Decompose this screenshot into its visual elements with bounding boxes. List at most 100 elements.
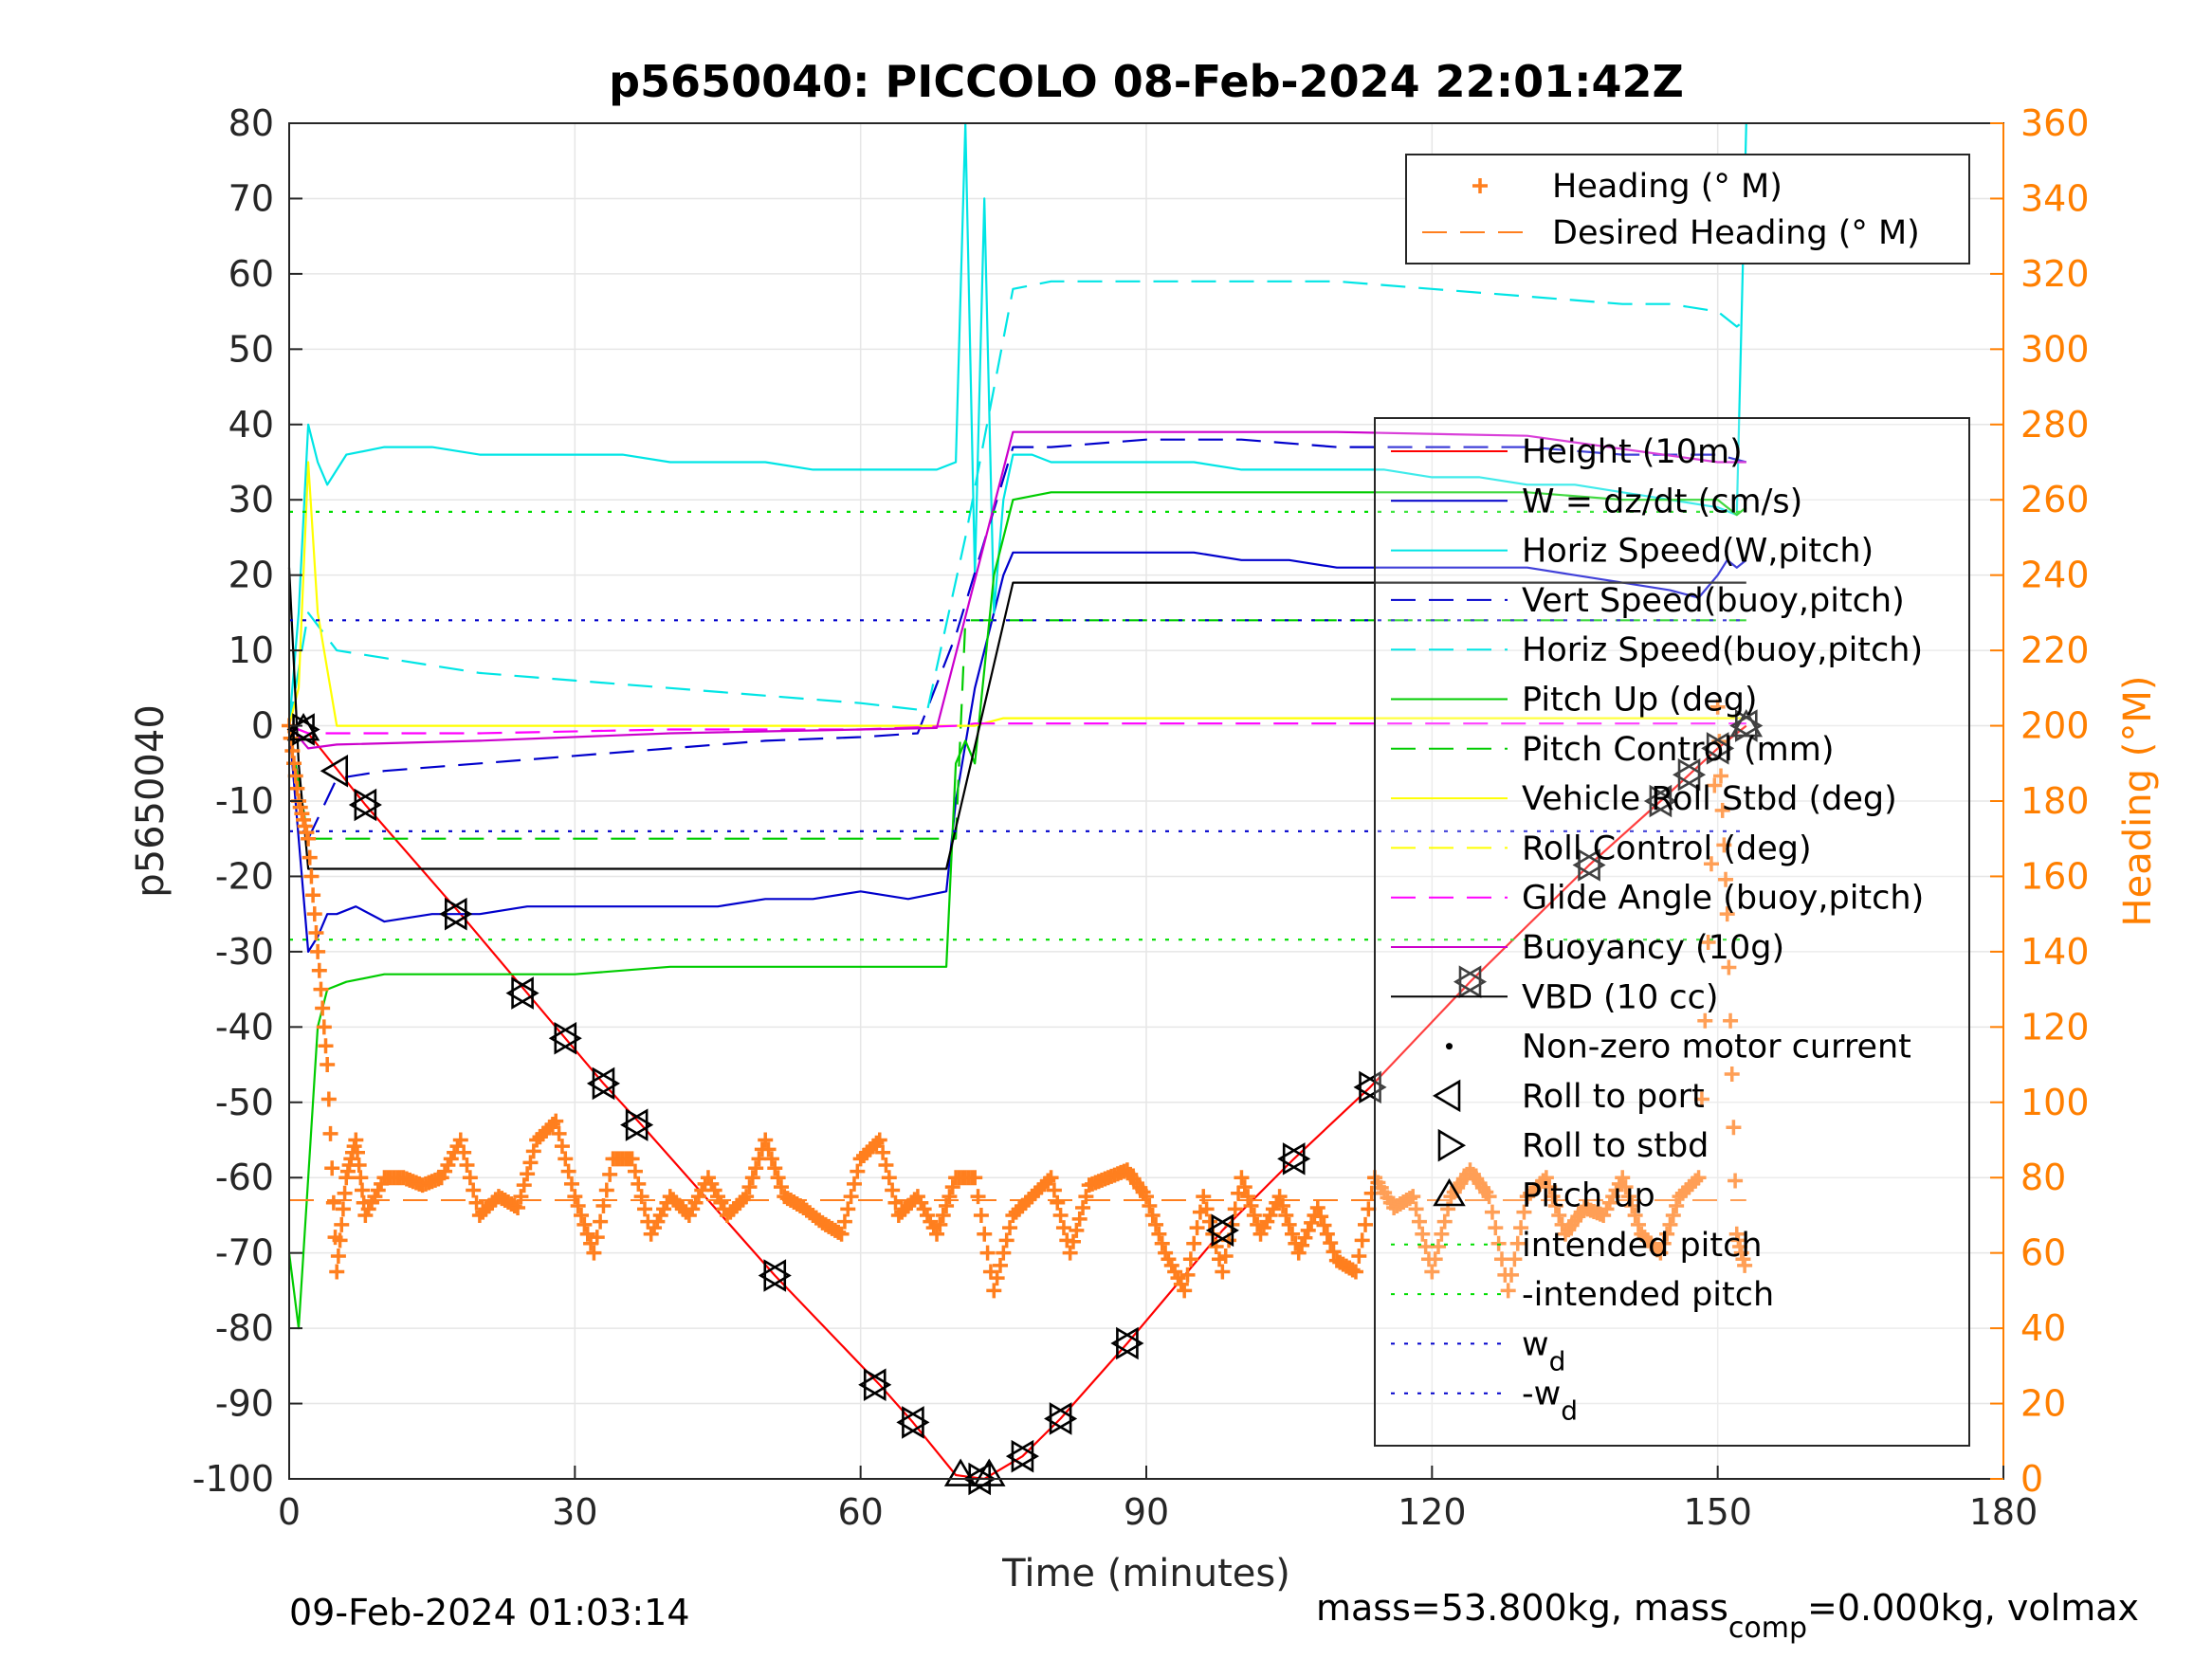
roll-to-stbd-marker	[902, 1406, 930, 1439]
legend-main-label: Roll to port	[1522, 1078, 1705, 1116]
heading-point	[1325, 1244, 1342, 1260]
roll-to-port-marker	[586, 1066, 615, 1101]
heading-point	[324, 1160, 340, 1176]
roll-to-stbd-marker	[511, 976, 539, 1010]
heading-point	[1724, 1066, 1740, 1082]
legend-main-label: Roll Control (deg)	[1522, 830, 1812, 867]
heading-point	[1411, 1213, 1427, 1230]
y-tick-label: 70	[229, 177, 274, 219]
heading-point	[1075, 1200, 1091, 1215]
dive-marker	[1572, 848, 1606, 882]
y-tick-label: -10	[215, 780, 274, 822]
heading-point	[1148, 1216, 1164, 1232]
roll-to-stbd-marker	[354, 788, 382, 822]
heading-point	[1431, 1239, 1447, 1255]
footer-mass-subscript: comp	[1728, 1612, 1807, 1645]
heading-point	[595, 1198, 612, 1214]
heading-point	[633, 1189, 649, 1205]
legend-main-item: Height (10m)	[1391, 433, 1743, 471]
heading-point	[871, 1132, 887, 1148]
heading-point	[560, 1163, 576, 1179]
roll-to-port-marker	[620, 1108, 649, 1141]
heading-point	[510, 1200, 526, 1215]
y-right-tick-label: 0	[2020, 1458, 2043, 1500]
series-heading	[282, 699, 1753, 1299]
legend-main-item: Glide Angle (buoy,pitch)	[1391, 880, 1924, 918]
legend-main-item: -wd	[1391, 1376, 1578, 1427]
heading-point	[1177, 1283, 1193, 1299]
roll-to-port-marker	[1729, 709, 1758, 742]
roll-to-port-marker	[548, 1021, 577, 1055]
heading-point	[763, 1151, 779, 1167]
dive-marker	[586, 1066, 621, 1101]
roll-to-stbd-marker	[1359, 1070, 1387, 1104]
heading-point	[998, 1232, 1015, 1249]
legend-main-label: Pitch Control (mm)	[1522, 731, 1834, 769]
heading-point	[318, 1038, 334, 1054]
dive-marker	[1453, 965, 1488, 998]
roll-to-stbd-marker	[292, 713, 320, 746]
legend-main-item: Pitch up	[1433, 1177, 1655, 1215]
x-tick-label: 0	[278, 1491, 301, 1533]
heading-point	[1052, 1207, 1069, 1223]
heading-point	[1726, 1120, 1742, 1136]
heading-point	[1723, 1012, 1739, 1029]
y-tick-label: 80	[229, 102, 274, 144]
heading-point	[305, 887, 321, 903]
roll-to-stbd-marker	[1578, 848, 1606, 882]
series-horiz-speed-w-pitch-	[287, 121, 1747, 726]
heading-point	[1271, 1189, 1288, 1205]
legend-heading-label: Desired Heading (° M)	[1552, 214, 1920, 252]
heading-point	[840, 1201, 856, 1217]
heading-point	[1509, 1235, 1526, 1251]
heading-point	[1700, 934, 1716, 950]
dive-marker	[286, 712, 320, 746]
legend-main-item: Pitch Up (deg)	[1391, 682, 1758, 720]
heading-point	[1358, 1216, 1374, 1232]
roll-to-port-marker	[286, 713, 315, 746]
legend-main-label: Glide Angle (buoy,pitch)	[1522, 880, 1924, 918]
heading-point	[1316, 1217, 1332, 1233]
roll-to-port-marker	[1205, 1213, 1234, 1248]
heading-point	[1227, 1201, 1243, 1217]
heading-point	[308, 925, 324, 941]
y-tick-label: 0	[251, 705, 274, 747]
y-right-tick-label: 260	[2020, 479, 2090, 520]
legend-main-label: -wd	[1522, 1376, 1578, 1427]
dive-marker	[896, 1406, 930, 1439]
heading-point	[1078, 1189, 1094, 1205]
series-horiz-speed-buoy-pitch-	[287, 280, 1747, 726]
x-tick-label: 60	[837, 1491, 883, 1533]
heading-point	[1484, 1204, 1500, 1220]
heading-point	[1215, 1264, 1231, 1280]
y-tick-label: -20	[215, 855, 274, 897]
dive-marker	[348, 788, 382, 822]
marker-layer	[286, 708, 1764, 1496]
heading-point	[1151, 1226, 1167, 1242]
heading-point	[1243, 1198, 1259, 1214]
series-glide-angle-buoy-pitch-	[288, 722, 1746, 735]
legend-heading-label: Heading (° M)	[1552, 168, 1782, 206]
heading-point	[977, 1226, 993, 1242]
y-tick-label: 20	[229, 555, 274, 596]
heading-point	[941, 1189, 958, 1205]
heading-point	[1065, 1233, 1081, 1249]
dive-marker	[1205, 1213, 1239, 1248]
legend-heading-swatch	[1472, 178, 1488, 193]
legend-main-label: Roll to stbd	[1522, 1127, 1709, 1165]
legend-main-item: wd	[1391, 1325, 1565, 1376]
heading-point	[586, 1245, 602, 1261]
footer-timestamp: 09-Feb-2024 01:03:14	[289, 1592, 690, 1633]
dive-marker	[1044, 1402, 1078, 1435]
axis-ticks: 0 30 60 90 120 150 180-100-90-80-70-60-50-40-3…	[192, 102, 2090, 1533]
y-right-tick-label: 80	[2020, 1157, 2066, 1198]
roll-to-port-marker	[758, 1259, 787, 1292]
heading-point	[1504, 1267, 1520, 1283]
legend-main-swatch	[1437, 1128, 1467, 1162]
dive-marker	[439, 897, 473, 931]
legend-main-item: Horiz Speed(buoy,pitch)	[1391, 631, 1923, 669]
pitch-up-marker	[286, 712, 320, 741]
heading-point	[330, 1248, 346, 1264]
legend-main-label: Buoyancy (10g)	[1522, 929, 1784, 967]
heading-point	[522, 1155, 539, 1171]
